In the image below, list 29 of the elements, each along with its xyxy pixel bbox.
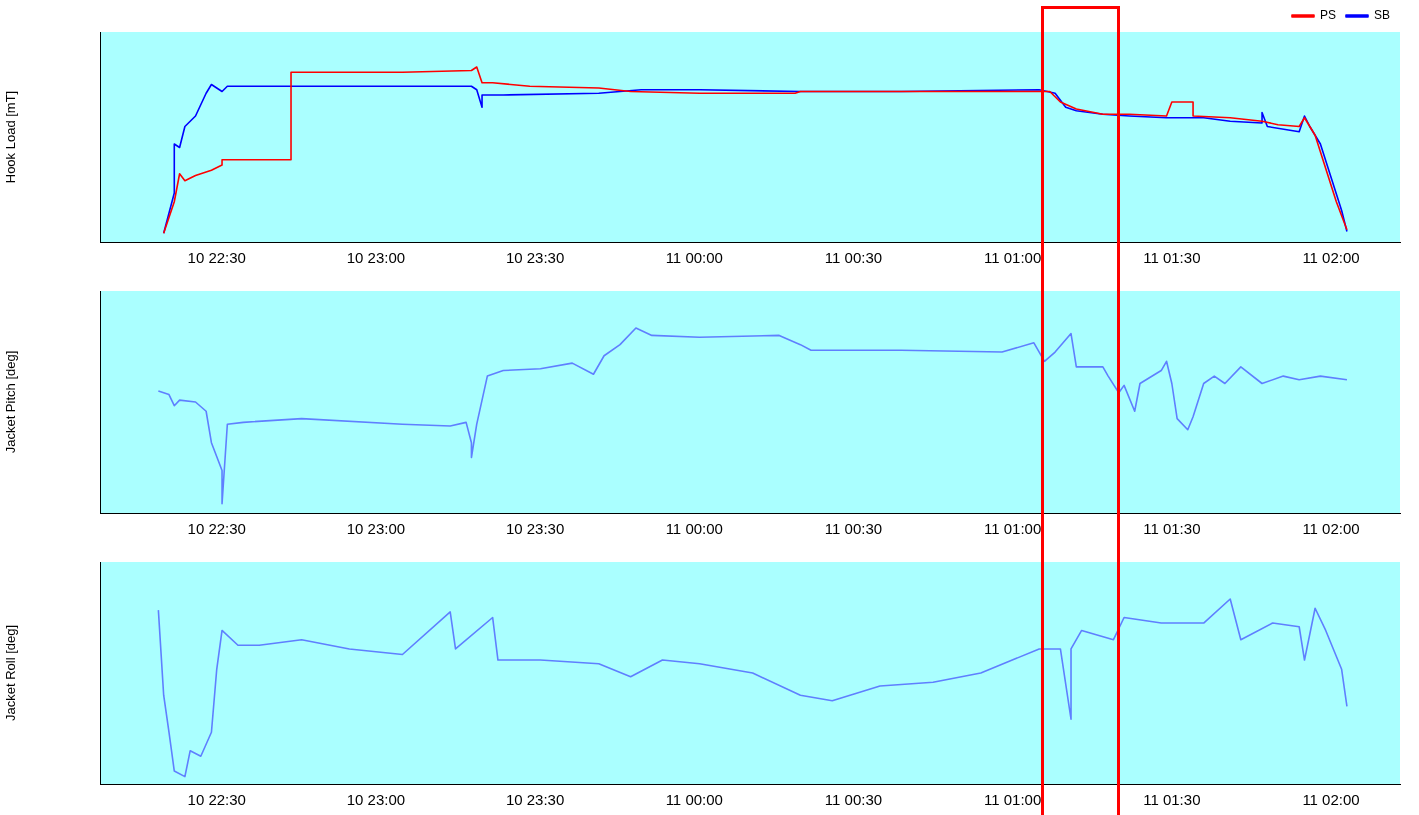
legend-label: SB: [1373, 8, 1391, 23]
x-tick-label: 11 00:30: [824, 520, 883, 538]
x-tick-label: 11 00:00: [665, 791, 723, 809]
x-tick-label: 10 23:30: [505, 791, 565, 809]
x-tick-label: 11 01:30: [1143, 249, 1201, 267]
y-axis-title: Hook Load [mT]: [3, 90, 19, 184]
y-axis-title: Jacket Roll [deg]: [3, 624, 19, 722]
x-tick-label: 11 01:00: [984, 520, 1042, 538]
x-tick-label: 10 22:30: [187, 249, 246, 267]
x-tick-label: 11 00:00: [665, 249, 723, 267]
x-tick-label: 11 00:30: [824, 791, 883, 809]
x-tick-label: 11 02:00: [1302, 791, 1360, 809]
x-tick-label: 10 23:00: [346, 520, 406, 538]
x-tick-label: 10 22:30: [187, 791, 246, 809]
x-tick-label: 11 01:30: [1143, 791, 1201, 809]
x-tick-label: 11 00:00: [665, 520, 723, 538]
x-tick-label: 11 01:00: [984, 791, 1042, 809]
x-tick-label: 10 23:00: [346, 249, 406, 267]
x-tick-label: 10 23:00: [346, 791, 406, 809]
legend-label: PS: [1319, 8, 1336, 23]
x-tick-label: 11 01:30: [1143, 520, 1201, 538]
y-axis-title: Jacket Pitch [deg]: [3, 350, 19, 454]
x-tick-label: 11 02:00: [1302, 520, 1360, 538]
x-tick-label: 10 22:30: [187, 520, 246, 538]
x-tick-label: 11 01:00: [984, 249, 1042, 267]
x-tick-label: 11 02:00: [1302, 249, 1360, 267]
x-tick-label: 11 00:30: [824, 249, 883, 267]
x-tick-label: 10 23:30: [505, 249, 565, 267]
x-tick-label: 10 23:30: [505, 520, 565, 538]
